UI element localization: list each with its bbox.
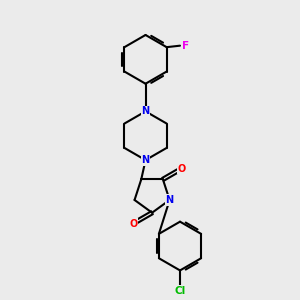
Text: N: N (166, 195, 174, 205)
Text: Cl: Cl (174, 286, 186, 296)
Text: O: O (129, 219, 137, 229)
Text: N: N (142, 106, 150, 116)
Text: O: O (178, 164, 186, 173)
Text: F: F (182, 41, 189, 51)
Text: N: N (142, 155, 150, 165)
